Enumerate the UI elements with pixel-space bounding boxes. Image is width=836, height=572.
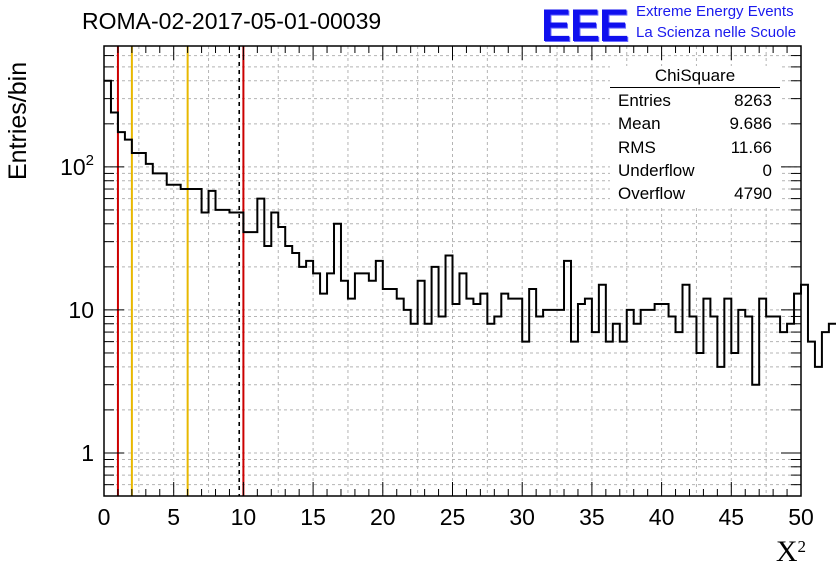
- stats-value: 0: [762, 160, 772, 180]
- x-tick-label: 45: [719, 504, 745, 530]
- y-tick-label: 102: [60, 152, 94, 180]
- x-tick-label: 25: [440, 504, 466, 530]
- histogram-outline: [104, 79, 836, 386]
- stats-label: RMS: [618, 137, 656, 157]
- x-tick-label: 15: [300, 504, 326, 530]
- x-tick-label: 35: [579, 504, 605, 530]
- stats-label: Entries: [618, 91, 671, 110]
- chart-title: ROMA-02-2017-05-01-00039: [82, 8, 382, 34]
- axis-ticks: [103, 46, 802, 496]
- x-tick-label: 50: [788, 504, 814, 530]
- x-tick-label: 30: [509, 504, 535, 530]
- stats-value: 8263: [734, 91, 772, 110]
- x-tick-label: 5: [167, 504, 180, 530]
- eee-logo: EEE: [541, 0, 629, 51]
- x-tick-label: 20: [370, 504, 396, 530]
- x-tick-labels: 0 5 10 15 20 25 30 35 40 45 50: [98, 504, 814, 530]
- stats-box: ChiSquare Entries 8263 Mean 9.686 RMS 11…: [610, 66, 780, 206]
- stats-title: ChiSquare: [610, 66, 780, 88]
- reference-lines: [116, 46, 245, 496]
- stats-row-entries: Entries 8263: [610, 89, 780, 112]
- stats-row-underflow: Underflow 0: [610, 159, 780, 182]
- x-tick-label: 10: [231, 504, 257, 530]
- y-tick-labels: 1 10 102: [60, 152, 94, 466]
- stats-row-overflow: Overflow 4790: [610, 182, 780, 205]
- x-tick-label: 0: [98, 504, 111, 530]
- y-tick-label: 10: [68, 297, 94, 323]
- y-tick-label: 1: [81, 440, 94, 466]
- stats-row-rms: RMS 11.66: [610, 136, 780, 159]
- y-axis-label: Entries/bin: [4, 61, 32, 180]
- stats-row-mean: Mean 9.686: [610, 112, 780, 135]
- stats-label: Overflow: [618, 184, 686, 204]
- stats-value: 4790: [734, 184, 772, 204]
- stats-label: Mean: [618, 114, 661, 134]
- logo-line-1: Extreme Energy Events: [636, 3, 794, 20]
- stats-value: 11.66: [730, 137, 772, 157]
- stats-value: 9.686: [729, 114, 772, 134]
- x-axis-label: X2: [775, 535, 806, 568]
- logo-line-2: La Scienza nelle Scuole: [636, 24, 797, 41]
- stats-label: Underflow: [618, 160, 695, 180]
- x-tick-label: 40: [649, 504, 675, 530]
